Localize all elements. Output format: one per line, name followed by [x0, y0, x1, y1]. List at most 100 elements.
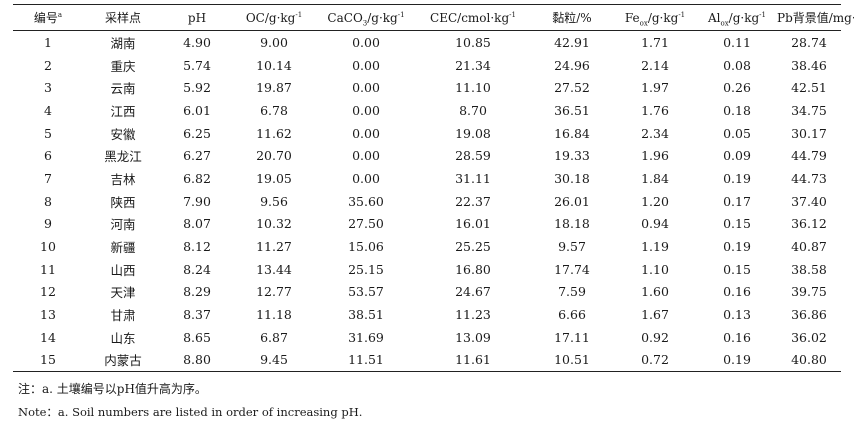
header-subscript: 3	[362, 18, 368, 27]
column-header-pb-background: Pb背景值/mg·kg-1	[777, 5, 854, 31]
table-cell-caco3: 0.00	[352, 34, 380, 50]
header-superscript: -1	[509, 10, 516, 19]
table-cell-oc: 9.45	[260, 352, 288, 368]
column-header-clay: 黏粒/%	[531, 5, 613, 31]
table-cell-clay: 26.01	[554, 193, 590, 209]
table-cell-fe-ox: 1.96	[641, 148, 669, 164]
header-text: 编号	[33, 11, 58, 25]
table-cell-pb-background: 38.46	[791, 57, 827, 73]
table-cell-ph: 6.27	[183, 148, 211, 164]
header-text: 采样点	[104, 11, 141, 25]
table-cell-oc: 9.56	[260, 193, 288, 209]
table-cell-al-ox: 0.09	[723, 148, 751, 164]
table-cell-number: 11	[40, 261, 56, 277]
table-cell-sampling-site: 山东	[110, 330, 136, 346]
table-cell-ph: 8.80	[183, 352, 211, 368]
table-cell-oc: 10.32	[256, 216, 292, 232]
table-row: 14 山东 8.65 6.87 31.69 13.09 17.11 0.92 0.16 36.02	[13, 326, 841, 349]
table-row: 13 甘肃 8.37 11.18 38.51 11.23 6.66 1.67 0.13 36.86	[13, 303, 841, 326]
table-row: 5 安徽 6.25 11.62 0.00 19.08 16.84 2.34 0.05 30.17	[13, 122, 841, 145]
table-header: 编号a 采样点 pH OC/g·kg-1 CaCO3/g·kg-1 CEC/cmol·kg…	[13, 4, 854, 31]
soil-properties-table-container: 编号a 采样点 pH OC/g·kg-1 CaCO3/g·kg-1 CEC/cmol·kg…	[13, 4, 854, 372]
table-cell-oc: 20.70	[256, 148, 292, 164]
header-text: Pb背景值/mg·kg	[777, 11, 854, 25]
header-text-unit: /g·kg	[647, 10, 679, 25]
soil-properties-table: 编号a 采样点 pH OC/g·kg-1 CaCO3/g·kg-1 CEC/cmol·kg…	[13, 4, 854, 372]
table-cell-caco3: 0.00	[352, 80, 380, 96]
table-cell-sampling-site: 吉林	[110, 171, 136, 187]
table-cell-al-ox: 0.19	[723, 352, 751, 368]
table-cell-al-ox: 0.05	[723, 125, 751, 141]
table-cell-caco3: 35.60	[348, 193, 384, 209]
table-cell-fe-ox: 0.94	[641, 216, 669, 232]
table-cell-oc: 11.27	[256, 239, 292, 255]
header-superscript: -1	[759, 10, 766, 19]
header-text: CEC/cmol·kg	[430, 10, 510, 25]
table-cell-sampling-site: 新疆	[110, 240, 136, 256]
column-header-cec: CEC/cmol·kg-1	[415, 5, 531, 31]
table-cell-fe-ox: 1.67	[641, 307, 669, 323]
table-cell-pb-background: 44.79	[791, 148, 827, 164]
table-cell-al-ox: 0.08	[723, 57, 751, 73]
header-superscript: -1	[678, 10, 686, 19]
table-cell-number: 12	[40, 284, 56, 300]
table-cell-pb-background: 28.74	[791, 34, 827, 50]
table-cell-cec: 21.34	[455, 57, 491, 73]
table-cell-caco3: 27.50	[348, 216, 384, 232]
note-english: Note：a. Soil numbers are listed in order…	[18, 405, 363, 419]
table-cell-cec: 22.37	[455, 193, 491, 209]
table-cell-ph: 8.12	[183, 239, 211, 255]
table-cell-clay: 19.33	[554, 148, 590, 164]
column-header-fe-ox: Feox/g·kg-1	[613, 5, 697, 31]
table-cell-oc: 11.62	[256, 125, 292, 141]
table-row: 12 天津 8.29 12.77 53.57 24.67 7.59 1.60 0.16 39.75	[13, 281, 841, 304]
table-cell-caco3: 0.00	[352, 148, 380, 164]
table-cell-fe-ox: 0.92	[641, 329, 669, 345]
table-cell-pb-background: 36.12	[791, 216, 827, 232]
header-superscript: -1	[397, 10, 405, 19]
table-cell-cec: 28.59	[455, 148, 491, 164]
table-cell-sampling-site: 黑龙江	[104, 149, 142, 165]
table-cell-ph: 7.90	[183, 193, 211, 209]
table-cell-ph: 8.24	[183, 261, 211, 277]
table-cell-al-ox: 0.15	[723, 216, 751, 232]
table-cell-fe-ox: 1.76	[641, 102, 669, 118]
table-cell-pb-background: 36.86	[791, 307, 827, 323]
table-cell-clay: 7.59	[558, 284, 586, 300]
column-header-sampling-site: 采样点	[83, 5, 163, 31]
table-cell-number: 5	[44, 125, 52, 141]
table-cell-ph: 4.90	[183, 34, 211, 50]
table-cell-number: 10	[40, 239, 56, 255]
table-cell-pb-background: 44.73	[791, 170, 827, 186]
note-chinese: 注：a. 土壤编号以pH值升高为序。	[18, 382, 207, 396]
table-cell-number: 13	[40, 307, 56, 323]
table-cell-clay: 24.96	[554, 57, 590, 73]
table-cell-pb-background: 42.51	[791, 80, 827, 96]
table-cell-oc: 10.14	[256, 57, 292, 73]
table-cell-sampling-site: 湖南	[110, 35, 136, 51]
table-cell-sampling-site: 甘肃	[110, 308, 136, 324]
table-cell-caco3: 15.06	[348, 239, 384, 255]
table-cell-cec: 25.25	[455, 239, 491, 255]
table-cell-caco3: 53.57	[348, 284, 384, 300]
table-cell-caco3: 31.69	[348, 329, 384, 345]
table-body: 1 湖南 4.90 9.00 0.00 10.85 42.91 1.71 0.11 28.74 2 重…	[13, 31, 841, 372]
table-cell-number: 8	[44, 193, 52, 209]
table-cell-al-ox: 0.16	[723, 329, 751, 345]
table-row: 11 山西 8.24 13.44 25.15 16.80 17.74 1.10 0.15 38.5…	[13, 258, 841, 281]
table-cell-pb-background: 40.80	[791, 352, 827, 368]
table-cell-clay: 27.52	[554, 80, 590, 96]
table-cell-caco3: 25.15	[348, 261, 384, 277]
table-cell-sampling-site: 安徽	[110, 126, 136, 142]
header-text: 黏粒/%	[552, 11, 592, 25]
table-cell-fe-ox: 1.19	[641, 239, 669, 255]
table-cell-number: 1	[44, 34, 52, 50]
table-cell-sampling-site: 重庆	[110, 58, 136, 74]
table-cell-sampling-site: 云南	[110, 81, 136, 97]
table-cell-al-ox: 0.19	[723, 170, 751, 186]
table-cell-sampling-site: 天津	[110, 285, 136, 301]
table-row: 9 河南 8.07 10.32 27.50 16.01 18.18 0.94 0.15 36.12	[13, 213, 841, 236]
table-cell-pb-background: 30.17	[791, 125, 827, 141]
table-header-row: 编号a 采样点 pH OC/g·kg-1 CaCO3/g·kg-1 CEC/cmol·kg…	[13, 4, 854, 31]
table-cell-caco3: 0.00	[352, 170, 380, 186]
